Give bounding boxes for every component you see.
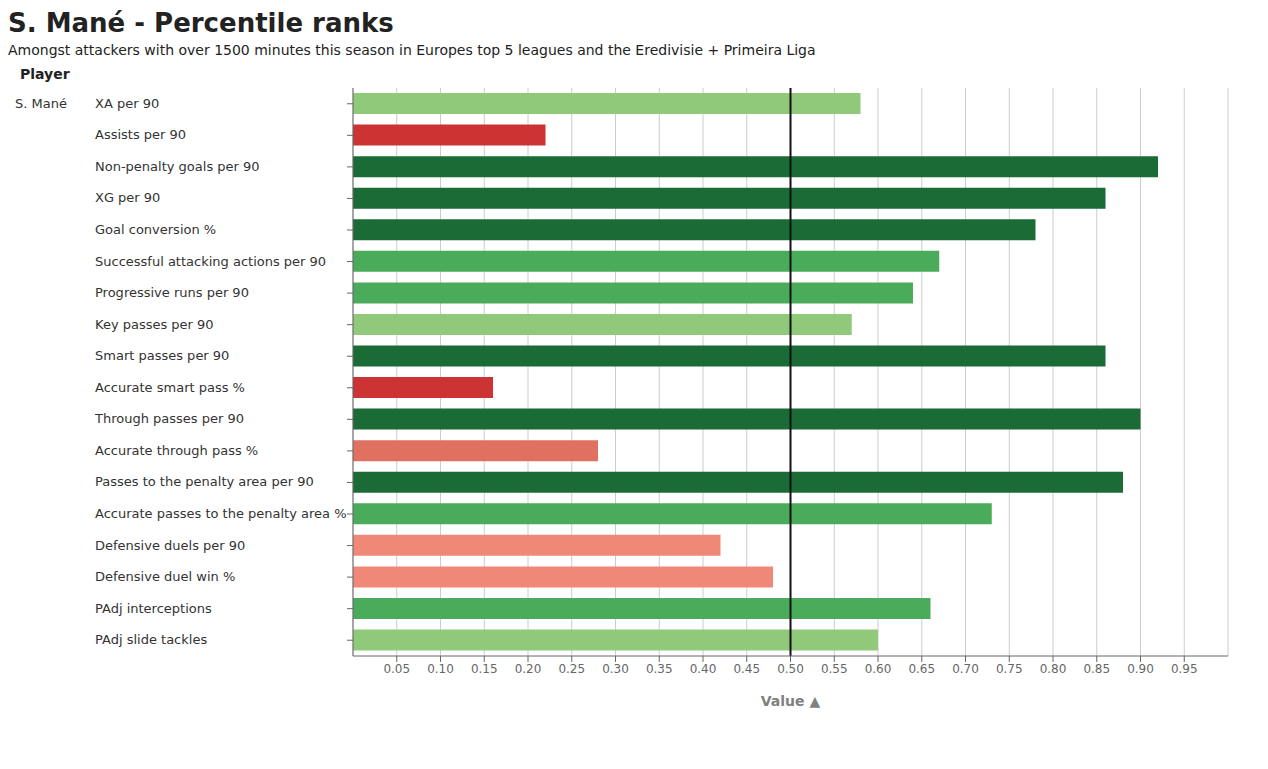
- svg-text:Accurate through pass %: Accurate through pass %: [95, 443, 258, 458]
- svg-text:0.25: 0.25: [558, 662, 585, 676]
- svg-text:Value ▲: Value ▲: [761, 693, 821, 709]
- svg-text:Defensive duels per 90: Defensive duels per 90: [95, 538, 245, 553]
- svg-text:0.35: 0.35: [646, 662, 673, 676]
- html-text:Amongst attackers with over 15: Amongst attackers with over 1500 minutes…: [8, 42, 816, 58]
- svg-text:Non-penalty goals per 90: Non-penalty goals per 90: [95, 159, 260, 174]
- svg-text:Smart passes per 90: Smart passes per 90: [95, 348, 229, 363]
- svg-text:PAdj interceptions: PAdj interceptions: [95, 601, 212, 616]
- svg-text:Accurate passes to the penalty: Accurate passes to the penalty area %: [95, 506, 347, 521]
- svg-text:0.80: 0.80: [1040, 662, 1067, 676]
- svg-text:Through passes per 90: Through passes per 90: [94, 411, 244, 426]
- svg-text:XA per 90: XA per 90: [95, 96, 159, 111]
- svg-text:0.15: 0.15: [471, 662, 498, 676]
- svg-text:0.85: 0.85: [1083, 662, 1110, 676]
- svg-text:0.50: 0.50: [777, 662, 804, 676]
- svg-text:0.40: 0.40: [690, 662, 717, 676]
- html-text:S. Mané - Percentile ranks: S. Mané - Percentile ranks: [8, 8, 394, 38]
- svg-text:Successful attacking actions p: Successful attacking actions per 90: [95, 254, 326, 269]
- svg-text:Passes to the penalty area per: Passes to the penalty area per 90: [95, 474, 314, 489]
- svg-text:0.95: 0.95: [1171, 662, 1198, 676]
- svg-text:Assists per 90: Assists per 90: [95, 127, 186, 142]
- svg-text:S. Mané: S. Mané: [15, 96, 67, 111]
- svg-text:0.75: 0.75: [996, 662, 1023, 676]
- svg-text:Defensive duel win %: Defensive duel win %: [95, 569, 235, 584]
- svg-text:0.60: 0.60: [865, 662, 892, 676]
- svg-text:0.05: 0.05: [383, 662, 410, 676]
- svg-text:0.10: 0.10: [427, 662, 454, 676]
- svg-text:0.90: 0.90: [1127, 662, 1154, 676]
- svg-text:Goal conversion %: Goal conversion %: [95, 222, 216, 237]
- svg-text:0.30: 0.30: [602, 662, 629, 676]
- svg-text:Key passes per 90: Key passes per 90: [95, 317, 214, 332]
- svg-text:Progressive runs per 90: Progressive runs per 90: [95, 285, 249, 300]
- svg-text:PAdj slide tackles: PAdj slide tackles: [95, 632, 207, 647]
- svg-text:0.20: 0.20: [515, 662, 542, 676]
- svg-text:Accurate smart pass %: Accurate smart pass %: [95, 380, 245, 395]
- svg-text:0.65: 0.65: [908, 662, 935, 676]
- svg-text:XG per 90: XG per 90: [95, 190, 160, 205]
- svg-text:0.45: 0.45: [733, 662, 760, 676]
- html-text:Player: Player: [20, 66, 70, 82]
- svg-text:0.70: 0.70: [952, 662, 979, 676]
- svg-text:0.55: 0.55: [821, 662, 848, 676]
